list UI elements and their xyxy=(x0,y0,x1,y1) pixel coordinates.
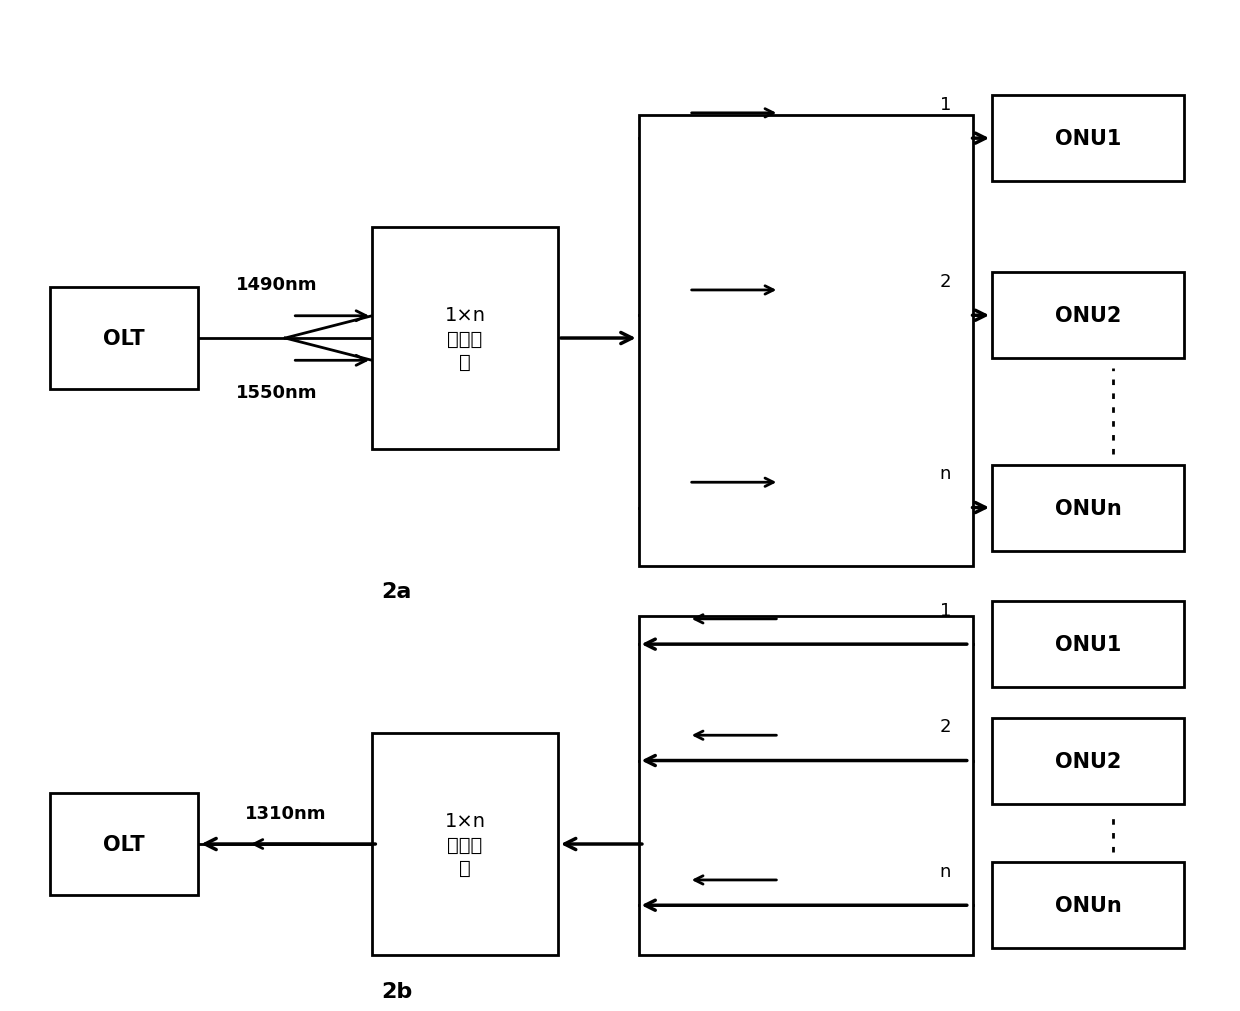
Bar xyxy=(372,227,558,450)
Bar xyxy=(639,116,973,566)
Bar xyxy=(50,794,198,895)
Text: 1550nm: 1550nm xyxy=(236,383,317,401)
Bar xyxy=(50,288,198,389)
Text: ONU2: ONU2 xyxy=(1055,306,1121,326)
Text: 2: 2 xyxy=(940,273,951,291)
Text: ONU1: ONU1 xyxy=(1055,635,1121,654)
Bar xyxy=(372,733,558,955)
Text: ONU2: ONU2 xyxy=(1055,751,1121,770)
Text: n: n xyxy=(940,465,951,483)
Bar xyxy=(639,617,973,955)
Text: 2b: 2b xyxy=(381,981,413,1001)
Text: 1490nm: 1490nm xyxy=(236,276,317,294)
Bar xyxy=(992,602,1184,687)
Text: n: n xyxy=(940,862,951,880)
Text: OLT: OLT xyxy=(103,834,145,854)
Text: 1×n
光分路
器: 1×n 光分路 器 xyxy=(444,305,486,372)
Text: ONUn: ONUn xyxy=(1055,896,1121,915)
Text: ONU1: ONU1 xyxy=(1055,129,1121,149)
Bar xyxy=(992,862,1184,948)
Bar xyxy=(992,273,1184,359)
Bar xyxy=(992,718,1184,804)
Text: 1310nm: 1310nm xyxy=(244,804,326,822)
Text: ONUn: ONUn xyxy=(1055,498,1121,518)
Bar xyxy=(992,465,1184,551)
Bar xyxy=(992,96,1184,182)
Text: 1×n
光分路
器: 1×n 光分路 器 xyxy=(444,811,486,878)
Text: OLT: OLT xyxy=(103,329,145,349)
Text: 2a: 2a xyxy=(382,581,412,602)
Text: 2: 2 xyxy=(940,718,951,736)
Text: 1: 1 xyxy=(940,602,951,619)
Text: 1: 1 xyxy=(940,96,951,114)
